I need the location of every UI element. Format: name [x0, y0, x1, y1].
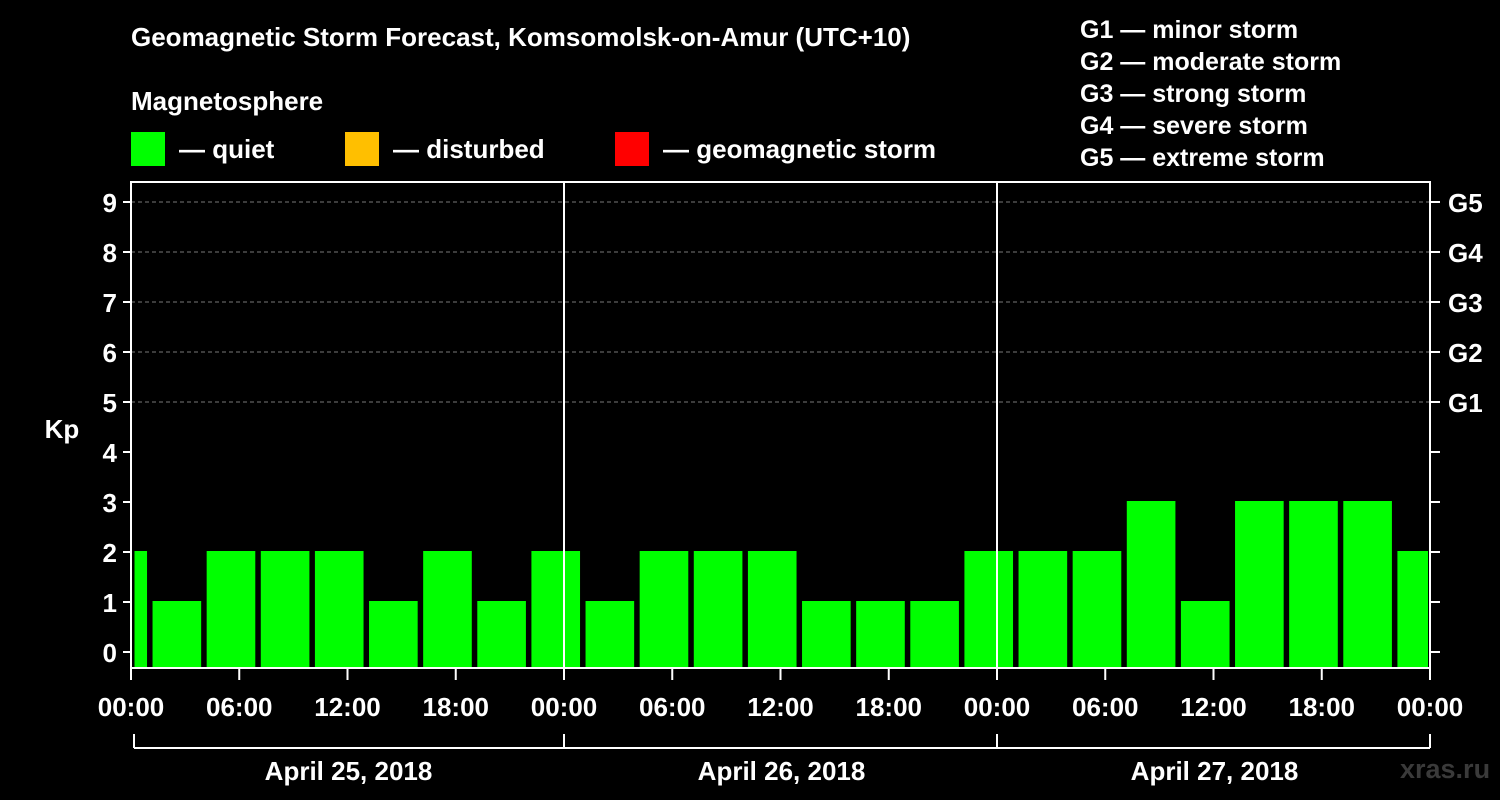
x-tick-label-1: 06:00: [206, 692, 273, 722]
kp-bar-24: [1397, 551, 1428, 668]
y-tick-label-0: 0: [103, 638, 117, 668]
kp-bar-14: [856, 601, 905, 668]
kp-bar-19: [1126, 501, 1176, 668]
g-scale-g1: G1 — minor storm: [1080, 16, 1299, 44]
g-scale-g2: G2 — moderate storm: [1080, 48, 1342, 76]
right-tick-label-G5: G5: [1448, 188, 1483, 218]
kp-bar-8: [531, 551, 581, 668]
kp-bar-16: [964, 551, 1014, 668]
kp-bar-3: [260, 551, 310, 668]
g-scale-legend: G1 — minor storm G2 — moderate storm G3 …: [1080, 14, 1341, 174]
kp-bar-7: [477, 601, 526, 668]
legend-swatch-quiet: [131, 132, 165, 166]
kp-bar-20: [1180, 601, 1230, 668]
kp-bar-15: [910, 601, 959, 668]
x-tick-label-0: 00:00: [98, 692, 165, 722]
kp-bar-0: [134, 551, 148, 668]
kp-bar-10: [639, 551, 689, 668]
y-tick-label-3: 3: [103, 488, 117, 518]
y-tick-label-5: 5: [103, 388, 117, 418]
y-tick-label-7: 7: [103, 288, 117, 318]
watermark: xras.ru: [1400, 754, 1491, 784]
legend-label-disturbed: — disturbed: [393, 133, 545, 164]
kp-bar-6: [423, 551, 472, 668]
day-label-2: April 27, 2018: [1131, 756, 1299, 786]
kp-bar-11: [693, 551, 743, 668]
y-tick-label-9: 9: [103, 188, 117, 218]
right-tick-label-G4: G4: [1448, 238, 1483, 268]
x-tick-label-4: 00:00: [531, 692, 598, 722]
g-scale-g3: G3 — strong storm: [1080, 80, 1307, 108]
y-tick-label-6: 6: [103, 338, 117, 368]
x-tick-label-5: 06:00: [639, 692, 706, 722]
x-tick-label-10: 12:00: [1180, 692, 1247, 722]
y-tick-label-8: 8: [103, 238, 117, 268]
x-tick-label-6: 12:00: [747, 692, 814, 722]
kp-bar-17: [1018, 551, 1068, 668]
legend-label-storm: — geomagnetic storm: [663, 133, 937, 164]
g-scale-g4: G4 — severe storm: [1080, 112, 1308, 140]
kp-bar-13: [802, 601, 851, 668]
chart-title: Geomagnetic Storm Forecast, Komsomolsk-o…: [131, 22, 911, 52]
right-tick-label-G2: G2: [1448, 338, 1483, 368]
legend-item-quiet: — quiet: [131, 132, 274, 166]
kp-bar-4: [314, 551, 364, 668]
x-tick-label-8: 00:00: [964, 692, 1031, 722]
kp-bar-22: [1289, 501, 1338, 668]
x-tick-label-2: 12:00: [314, 692, 381, 722]
legend-swatch-disturbed: [345, 132, 379, 166]
legend-item-disturbed: — disturbed: [345, 132, 545, 166]
kp-bar-18: [1072, 551, 1122, 668]
y-axis-label: Kp: [45, 414, 80, 444]
kp-bar-12: [747, 551, 797, 668]
day-label-0: April 25, 2018: [265, 756, 433, 786]
day-label-1: April 26, 2018: [698, 756, 866, 786]
right-tick-label-G3: G3: [1448, 288, 1483, 318]
legend-swatch-storm: [615, 132, 649, 166]
kp-bar-23: [1343, 501, 1392, 668]
legend-title: Magnetosphere: [131, 86, 324, 116]
kp-bar-5: [369, 601, 418, 668]
x-tick-label-12: 00:00: [1397, 692, 1464, 722]
y-tick-label-4: 4: [103, 438, 118, 468]
x-tick-label-11: 18:00: [1289, 692, 1356, 722]
kp-bar-1: [152, 601, 202, 668]
y-tick-label-2: 2: [103, 538, 117, 568]
x-tick-label-3: 18:00: [423, 692, 490, 722]
legend-item-storm: — geomagnetic storm: [615, 132, 936, 166]
x-tick-label-9: 06:00: [1072, 692, 1139, 722]
x-tick-label-7: 18:00: [856, 692, 923, 722]
kp-bar-2: [206, 551, 256, 668]
kp-bar-9: [585, 601, 635, 668]
kp-bar-21: [1235, 501, 1284, 668]
right-tick-label-G1: G1: [1448, 388, 1483, 418]
g-scale-g5: G5 — extreme storm: [1080, 144, 1325, 172]
y-tick-label-1: 1: [103, 588, 117, 618]
legend-label-quiet: — quiet: [179, 133, 275, 164]
